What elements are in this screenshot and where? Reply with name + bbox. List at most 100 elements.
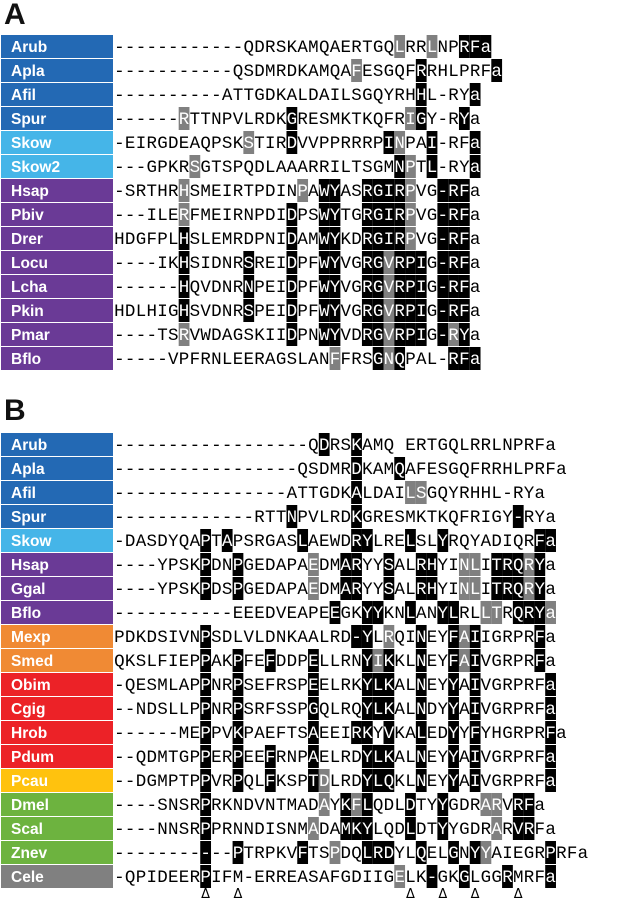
- residue: L: [481, 604, 492, 624]
- residue: T: [297, 484, 308, 504]
- residue: L: [233, 628, 244, 648]
- residue: Y: [157, 580, 168, 600]
- residue: P: [405, 278, 416, 298]
- residue: E: [211, 206, 222, 226]
- residue: L: [330, 652, 341, 672]
- residue-shade: [372, 203, 384, 226]
- residue: Y: [535, 508, 546, 528]
- residue-shade: [232, 577, 244, 600]
- residue: H: [416, 86, 427, 106]
- residue: A: [341, 556, 352, 576]
- residue-shade: [383, 227, 395, 250]
- residue: R: [513, 484, 524, 504]
- residue: A: [459, 652, 470, 672]
- residue: N: [416, 652, 427, 672]
- residue: T: [308, 772, 319, 792]
- residue: G: [243, 556, 254, 576]
- residue: R: [524, 508, 535, 528]
- residue: V: [168, 350, 179, 370]
- residue-shade: [383, 673, 395, 696]
- residue: -: [136, 436, 147, 456]
- residue: -: [125, 278, 136, 298]
- residue: Y: [470, 844, 481, 864]
- residue-shade: [394, 35, 406, 58]
- residue: G: [502, 724, 513, 744]
- residue: R: [502, 556, 513, 576]
- residue: D: [373, 484, 384, 504]
- residue: L: [405, 484, 416, 504]
- residue: A: [319, 868, 330, 888]
- residue: A: [308, 748, 319, 768]
- residue-shade: [200, 865, 212, 888]
- residue: -: [146, 484, 157, 504]
- residue-shade: [448, 673, 459, 696]
- residue: -: [276, 436, 287, 456]
- residue: R: [233, 302, 244, 322]
- residue-shade: [469, 155, 481, 178]
- residue: I: [481, 556, 492, 576]
- residue: G: [373, 206, 384, 226]
- residue: A: [297, 628, 308, 648]
- residue: R: [276, 134, 287, 154]
- residue: N: [211, 350, 222, 370]
- residue: G: [416, 110, 427, 130]
- residue: S: [276, 820, 287, 840]
- residue-shade: [318, 227, 330, 250]
- residue: A: [394, 748, 405, 768]
- residue: L: [373, 628, 384, 648]
- residue: A: [308, 724, 319, 744]
- residue: -: [427, 868, 438, 888]
- residue: I: [265, 326, 276, 346]
- residue: G: [146, 772, 157, 792]
- residue: F: [243, 652, 254, 672]
- residue-shade: [448, 745, 459, 768]
- residue: -: [211, 62, 222, 82]
- residue: A: [211, 652, 222, 672]
- residue: I: [146, 206, 157, 226]
- species-label: Cgig: [11, 701, 45, 718]
- residue: D: [157, 532, 168, 552]
- residue: I: [384, 230, 395, 250]
- residue: S: [276, 700, 287, 720]
- residue: N: [168, 820, 179, 840]
- residue: Y: [330, 278, 341, 298]
- residue-shade: [437, 227, 449, 250]
- residue-shade: [361, 625, 373, 648]
- residue: G: [373, 182, 384, 202]
- residue-shade: [545, 841, 556, 864]
- residue: G: [341, 604, 352, 624]
- residue: P: [513, 772, 524, 792]
- residue: F: [459, 230, 470, 250]
- residue: T: [308, 484, 319, 504]
- residue: -: [146, 350, 157, 370]
- residue-shade: [458, 347, 470, 370]
- residue: I: [416, 302, 427, 322]
- residue: P: [200, 580, 211, 600]
- residue: G: [243, 580, 254, 600]
- residue-shade: [318, 793, 330, 816]
- residue-shade: [361, 793, 373, 816]
- residue: R: [416, 436, 427, 456]
- residue-shade: [297, 841, 309, 864]
- residue: K: [351, 436, 362, 456]
- residue: T: [157, 326, 168, 346]
- residue: a: [470, 326, 481, 346]
- residue: -: [243, 868, 254, 888]
- residue: F: [535, 676, 546, 696]
- residue: I: [330, 158, 341, 178]
- residue-shade: [394, 865, 406, 888]
- residue: S: [438, 460, 449, 480]
- residue: P: [297, 206, 308, 226]
- residue: L: [470, 580, 481, 600]
- residue: -: [146, 844, 157, 864]
- residue: P: [405, 350, 416, 370]
- residue-shade: [426, 865, 438, 888]
- residue: K: [125, 652, 136, 672]
- residue: G: [459, 868, 470, 888]
- residue: I: [168, 628, 179, 648]
- residue: D: [146, 628, 157, 648]
- residue: W: [319, 278, 330, 298]
- residue: -: [146, 460, 157, 480]
